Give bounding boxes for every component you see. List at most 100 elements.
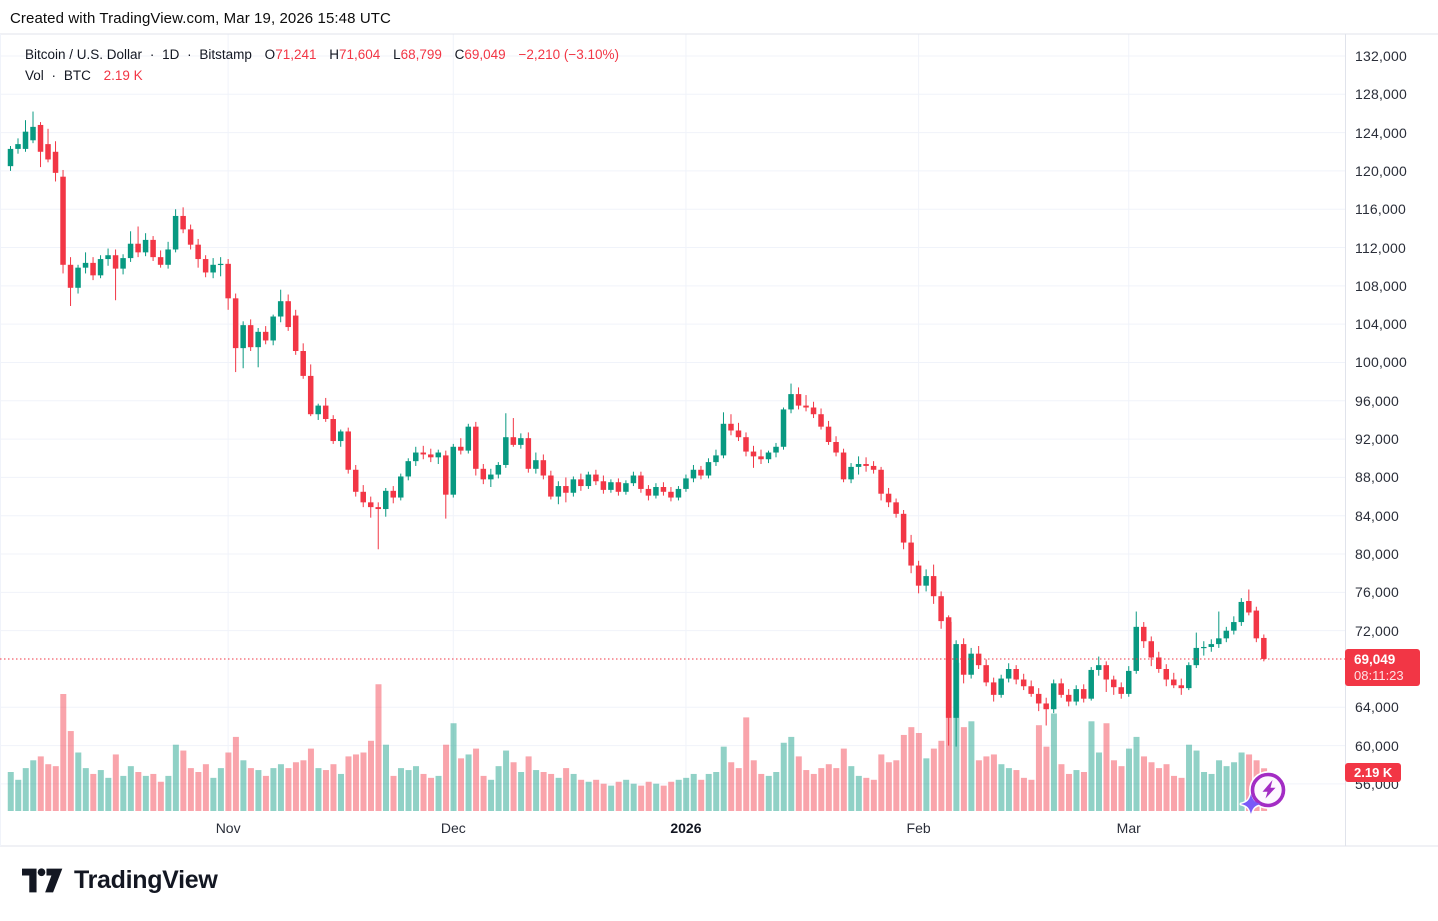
candle-body [375, 507, 381, 510]
candle-body [1163, 668, 1170, 680]
time-axis-label: Nov [215, 820, 241, 836]
volume-bar [1163, 764, 1170, 811]
time-axis[interactable]: Nov Dec 2026 Feb Mar [0, 818, 1345, 844]
close-label: C [454, 47, 465, 62]
candle-body [420, 452, 427, 455]
watermark-text: Created with TradingView.com, Mar 19, 20… [10, 10, 391, 27]
price-axis-label: 100,000 [1355, 354, 1408, 371]
volume-bar [818, 768, 825, 811]
candle-body [1178, 685, 1185, 689]
candle-body [900, 513, 907, 543]
candle-body [1186, 665, 1192, 689]
candle-body [330, 419, 336, 442]
volume-bar [750, 760, 757, 811]
volume-bar [735, 768, 742, 811]
volume-bar [623, 779, 630, 811]
volume-bar [1186, 744, 1193, 811]
volume-bar [585, 781, 592, 811]
time-axis-label: 2026 [670, 820, 702, 836]
candle-body [270, 316, 276, 341]
candle-body [840, 452, 847, 480]
volume-bar [728, 762, 735, 811]
candle-body [930, 576, 937, 597]
volume-bar [45, 764, 52, 811]
candle-body [300, 351, 306, 376]
volume-bar [60, 694, 67, 811]
candle-body [322, 405, 329, 420]
volume-bar [510, 762, 517, 811]
candle-body [713, 455, 719, 463]
volume-bar [1125, 748, 1132, 811]
volume-bar [450, 723, 457, 811]
candle-body [488, 474, 494, 480]
candle-body [525, 438, 532, 469]
candle-body [1065, 694, 1072, 702]
separator: · [149, 47, 155, 62]
candle-body [285, 301, 291, 328]
open-label: O [264, 47, 276, 62]
candle-body [247, 325, 254, 348]
candle-body [1193, 647, 1200, 666]
interval-label[interactable]: 1D [162, 47, 180, 62]
volume-bar [930, 748, 937, 811]
volume-bar [172, 744, 179, 811]
candle-body [698, 469, 704, 476]
candle-body [142, 239, 149, 253]
volume-bar [1080, 772, 1087, 811]
candle-body [1103, 665, 1109, 680]
volume-bar [908, 727, 915, 811]
candle-body [923, 576, 929, 586]
candle-body [345, 431, 351, 470]
tradingview-brand[interactable]: TradingView [74, 866, 218, 894]
volume-bar [1238, 752, 1245, 811]
candle-body [480, 468, 487, 480]
low-value: 68,799 [400, 47, 442, 62]
exchange-label[interactable]: Bitstamp [199, 47, 252, 62]
volume-bar [720, 746, 727, 811]
candle-body [803, 405, 809, 408]
candle-body [653, 487, 659, 496]
volume-bar [915, 733, 922, 811]
volume-bar [360, 752, 367, 811]
price-axis[interactable]: 69,049 08:11:23 2.19 K 132,000 128,000 124… [1345, 0, 1438, 921]
volume-label[interactable]: Vol [25, 68, 44, 83]
candle-body [1080, 689, 1087, 699]
volume-bar [255, 770, 262, 811]
volume-bar [90, 773, 97, 811]
volume-bar [600, 783, 607, 811]
sparkle-star-shape [1241, 794, 1261, 814]
candle-body [870, 465, 877, 470]
symbol-name[interactable]: Bitcoin / U.S. Dollar [25, 47, 143, 62]
candle-body [367, 502, 374, 508]
candle-body [563, 486, 569, 493]
price-axis-label: 104,000 [1355, 316, 1408, 333]
volume-bar [15, 779, 22, 811]
candle-body [1223, 630, 1230, 639]
volume-bar [960, 727, 967, 811]
candle-body [217, 263, 224, 266]
candle-body [518, 438, 524, 445]
candle-body [60, 176, 66, 265]
candle-body [232, 298, 239, 349]
volume-bar [938, 740, 945, 811]
price-axis-label: 64,000 [1355, 699, 1400, 716]
volume-bar [968, 721, 975, 811]
boost-lightning-icon[interactable] [1236, 766, 1292, 818]
candle-body [630, 475, 637, 484]
candle-body [533, 460, 539, 469]
candle-body [638, 475, 644, 489]
chart-legend[interactable]: Bitcoin / U.S. Dollar · 1D · Bitstamp O7… [25, 44, 619, 86]
volume-bar [105, 777, 112, 811]
volume-bar [990, 754, 997, 811]
volume-bar [292, 762, 299, 811]
volume-bar [345, 756, 352, 811]
price-axis-label: 108,000 [1355, 277, 1408, 294]
volume-bar [30, 760, 37, 811]
volume-bar [1216, 760, 1223, 811]
candle-body [97, 259, 104, 276]
tradingview-logo-icon[interactable] [22, 867, 63, 894]
volume-bar [870, 779, 877, 811]
volume-bar [398, 768, 405, 811]
